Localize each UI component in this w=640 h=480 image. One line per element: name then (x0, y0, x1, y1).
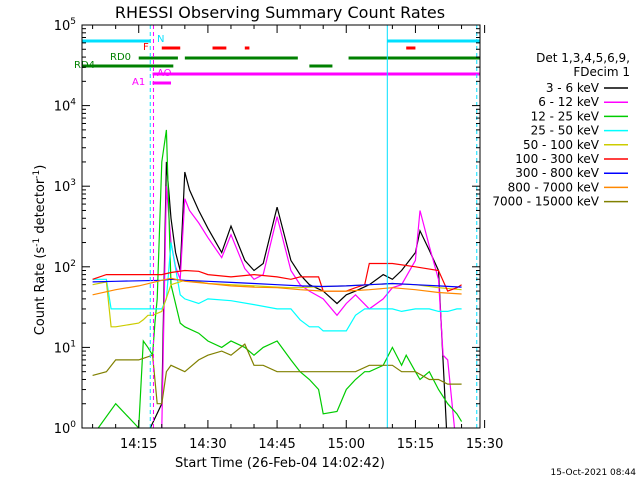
x-tick-label-3: 15:00 (328, 437, 365, 452)
series-line-4 (92, 242, 462, 332)
x-axis-label: Start Time (26-Feb-04 14:02:42) (175, 456, 385, 471)
y-tick-label-1: 101 (54, 339, 76, 356)
state-label-rd0: RD0 (110, 52, 131, 63)
series-line-7 (92, 278, 462, 288)
series-line-9 (92, 343, 462, 405)
y-tick-label-2: 102 (54, 259, 76, 276)
x-tick-label-1: 14:30 (189, 437, 226, 452)
state-label-rd4: RD4 (74, 60, 95, 71)
legend-label-1: 3 - 6 keV (546, 81, 600, 95)
series-line-8 (92, 277, 462, 296)
footer-timestamp: 15-Oct-2021 08:44 (551, 468, 637, 478)
legend-label-4: 25 - 50 keV (531, 124, 600, 138)
legend-label-5: 50 - 100 keV (523, 138, 600, 152)
y-axis-label: Count Rate (s-1 detector-1) (32, 165, 48, 336)
legend-title-line-2: FDecim 1 (573, 65, 630, 79)
plot-frame (81, 24, 481, 429)
series-line-6 (92, 262, 462, 292)
legend-title-line-1: Det 1,3,4,5,6,9, (536, 51, 630, 65)
y-tick-label-4: 104 (54, 98, 77, 115)
y-tick-label-0: 100 (54, 420, 77, 437)
y-tick-label-5: 105 (54, 17, 76, 34)
chart-title: RHESSI Observing Summary Count Rates (115, 3, 445, 22)
legend-label-9: 7000 - 15000 keV (492, 195, 599, 209)
state-label-n: N (157, 34, 164, 45)
x-tick-label-0: 14:15 (120, 437, 157, 452)
series-group (82, 25, 480, 428)
x-tick-label-4: 15:15 (397, 437, 434, 452)
state-label-ao: AO (157, 68, 172, 79)
x-tick-label-5: 15:30 (466, 437, 503, 452)
axes: 100 101 102 103 104 105 14:15 14:30 14:45 15:00 15… (54, 17, 504, 452)
x-tick-label-2: 14:45 (258, 437, 295, 452)
legend-label-6: 100 - 300 keV (515, 152, 599, 166)
legend-label-7: 300 - 800 keV (515, 166, 599, 180)
state-label-f: F (143, 42, 149, 53)
series-line-2 (160, 186, 456, 428)
y-tick-label-3: 103 (54, 178, 76, 195)
legend-label-3: 12 - 25 keV (531, 109, 600, 123)
series-line-3 (97, 129, 463, 428)
plot-area: NF RD0 RD4 AO A1 (74, 25, 480, 428)
legend-label-8: 800 - 7000 keV (508, 180, 600, 194)
legend-label-2: 6 - 12 keV (538, 95, 600, 109)
state-label-a1: A1 (132, 77, 145, 88)
series-line-1 (149, 161, 448, 428)
